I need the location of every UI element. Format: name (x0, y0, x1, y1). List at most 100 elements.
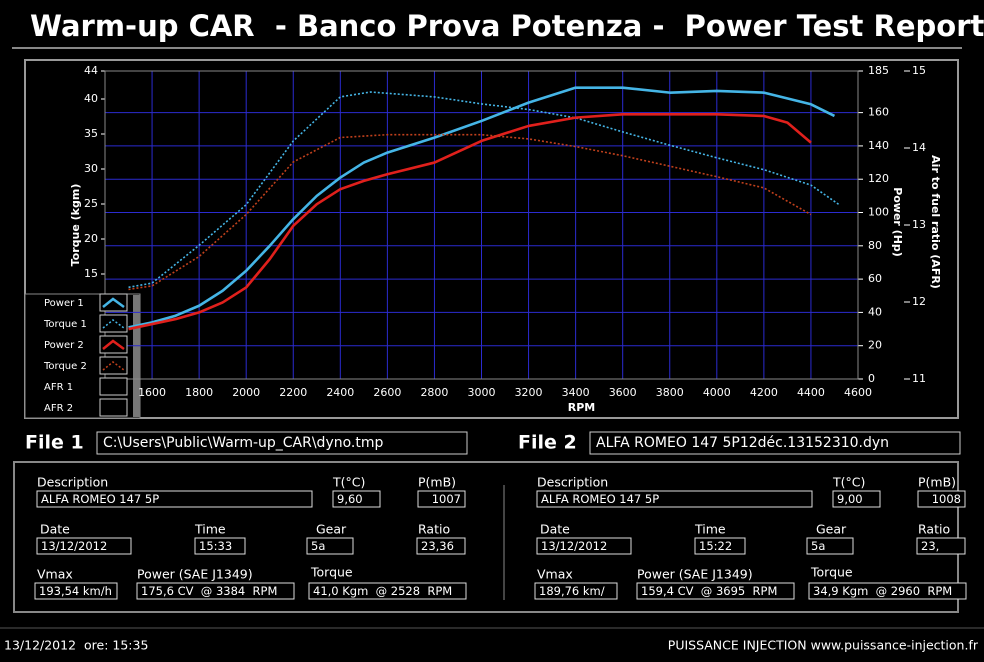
series-line (128, 91, 840, 289)
field-box (36, 490, 313, 508)
chart-frame (24, 59, 959, 419)
legend-swatch-box (99, 314, 128, 333)
legend-swatch (102, 339, 125, 351)
field-label: Ratio (418, 522, 450, 537)
field-value: 13/12/2012 (541, 539, 607, 553)
field-label: Power (SAE J1349) (137, 567, 253, 582)
field-label: Time (194, 522, 226, 537)
field-box (806, 537, 854, 555)
x-tick-label: 4400 (797, 386, 825, 399)
legend-swatch-box (99, 356, 128, 375)
field-box (534, 582, 618, 600)
y2-tick-label: 40 (868, 305, 882, 318)
report-title: Warm-up CAR - Banco Prova Potenza - Powe… (30, 9, 984, 43)
field-label: P(mB) (918, 475, 956, 490)
x-tick-label: 4600 (844, 386, 872, 399)
field-box (194, 537, 246, 555)
plot-border (104, 70, 859, 380)
field-box (694, 537, 746, 555)
y-tick-label: 35 (84, 127, 98, 140)
legend-label: Power 1 (44, 298, 84, 309)
y-tick-label: 44 (84, 64, 98, 77)
x-tick-label: 4000 (703, 386, 731, 399)
field-box (36, 537, 132, 555)
y-tick-label: 25 (84, 197, 98, 210)
field-box (832, 490, 881, 508)
y2-tick-label: 160 (868, 106, 889, 119)
y2-tick-label: 120 (868, 172, 889, 185)
field-box (417, 490, 466, 508)
field-label: Vmax (37, 567, 73, 582)
legend-swatch-box (99, 398, 128, 417)
x-tick-label: 2800 (420, 386, 448, 399)
x-tick-label: 4200 (750, 386, 778, 399)
legend-scrollbar (133, 295, 140, 417)
y2-tick-label: 80 (868, 239, 882, 252)
field-box (916, 537, 966, 555)
x-tick-label: 1800 (185, 386, 213, 399)
y2-tick-label: 60 (868, 272, 882, 285)
y3-tick-label: 15 (912, 64, 926, 77)
y2-tick-label: 20 (868, 339, 882, 352)
field-box (917, 490, 966, 508)
field-box (136, 582, 295, 600)
field-label: Torque (810, 565, 853, 580)
file-label: File 1 (25, 432, 84, 454)
y2-axis-title: Power (Hp) (891, 187, 904, 257)
x-tick-label: 2400 (326, 386, 354, 399)
series-line (128, 112, 812, 331)
file-path-box (589, 431, 961, 455)
y3-tick-label: 14 (912, 141, 926, 154)
y3-axis-title: Air to fuel ratio (AFR) (929, 155, 942, 289)
field-value: 5a (811, 539, 825, 553)
legend-swatch-box (99, 293, 128, 312)
field-value: ALFA ROMEO 147 5P (41, 492, 159, 506)
y-tick-label: 30 (84, 162, 98, 175)
legend-swatch (102, 297, 125, 309)
field-value: 41,0 Kgm @ 2528 RPM (313, 584, 452, 598)
y2-tick-label: 0 (868, 372, 875, 385)
legend-swatch (102, 361, 125, 371)
field-label: Ratio (918, 522, 950, 537)
x-tick-label: 3000 (468, 386, 496, 399)
field-label: Power (SAE J1349) (637, 567, 753, 582)
field-label: Description (37, 475, 108, 490)
field-label: Date (540, 522, 570, 537)
field-label: Torque (310, 565, 353, 580)
field-box (34, 582, 118, 600)
legend-label: Torque 1 (43, 319, 87, 330)
x-tick-label: 3400 (562, 386, 590, 399)
file-label: File 2 (518, 432, 577, 454)
y-tick-label: 40 (84, 92, 98, 105)
field-value: 1007 (432, 492, 461, 506)
footer-brand: PUISSANCE INJECTION www.puissance-inject… (668, 638, 979, 653)
x-tick-label: 3200 (515, 386, 543, 399)
field-value: 23, (921, 539, 939, 553)
legend-label: Power 2 (44, 340, 84, 351)
field-label: Gear (816, 522, 847, 537)
field-value: 34,9 Kgm @ 2960 RPM (813, 584, 952, 598)
field-value: 13/12/2012 (41, 539, 107, 553)
legend-label: AFR 2 (44, 403, 73, 414)
file-path-box (96, 431, 468, 455)
field-box (308, 582, 467, 600)
field-value: 159,4 CV @ 3695 RPM (641, 584, 777, 598)
x-tick-label: 2000 (232, 386, 260, 399)
y-axis-title: Torque (kgm) (69, 184, 82, 267)
x-tick-label: 3600 (609, 386, 637, 399)
field-label: T(°C) (832, 475, 865, 490)
field-label: T(°C) (332, 475, 365, 490)
field-value: ALFA ROMEO 147 5P (541, 492, 659, 506)
field-label: Gear (316, 522, 347, 537)
y3-tick-label: 12 (912, 295, 926, 308)
field-box (636, 582, 795, 600)
field-box (536, 537, 632, 555)
legend-swatch-box (99, 335, 128, 354)
field-value: 189,76 km/ (539, 584, 605, 598)
field-box (306, 537, 354, 555)
x-tick-label: 1600 (138, 386, 166, 399)
field-value: 9,60 (337, 492, 363, 506)
field-box (332, 490, 381, 508)
legend-label: Torque 2 (43, 361, 87, 372)
legend-swatch-box (99, 377, 128, 396)
